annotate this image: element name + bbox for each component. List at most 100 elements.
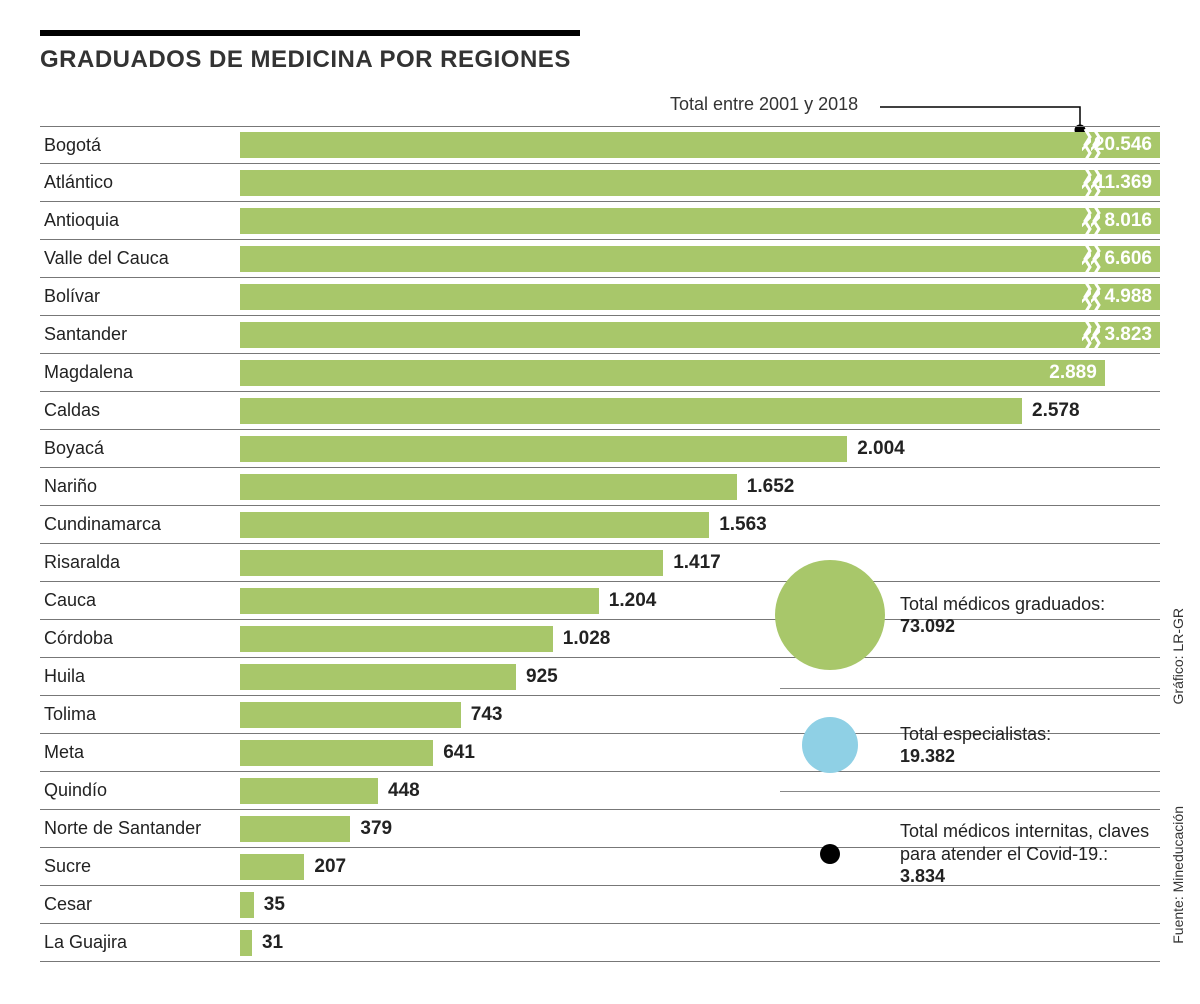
region-label: Cundinamarca [40,514,240,535]
bar: 379 [240,816,350,842]
legend-value: 3.834 [900,866,945,886]
bar: 1.563 [240,512,709,538]
legend-label: Total médicos graduados: [900,593,1105,616]
chart-row: Bolívar 4.988 [40,278,1160,316]
region-label: La Guajira [40,932,240,953]
region-label: Boyacá [40,438,240,459]
legend-item: Total médicos graduados:73.092 [780,560,1160,689]
break-mark-icon [1082,167,1102,199]
bar-area: 1.563 [240,506,1160,543]
credit-graphic: Gráfico: LR-GR [1170,608,1186,704]
region-label: Sucre [40,856,240,877]
bar: 1.652 [240,474,737,500]
region-label: Bogotá [40,135,240,156]
legend-item: Total especialistas:19.382 [780,717,1160,792]
break-mark-icon [1082,281,1102,313]
region-label: Córdoba [40,628,240,649]
bar-area: 8.016 [240,202,1160,239]
bar: 2.004 [240,436,847,462]
region-label: Meta [40,742,240,763]
bar-value: 2.889 [1049,362,1097,384]
bar: 448 [240,778,378,804]
bar: 207 [240,854,304,880]
region-label: Santander [40,324,240,345]
region-label: Caldas [40,400,240,421]
bar: 743 [240,702,461,728]
region-label: Bolívar [40,286,240,307]
chart-row: Cundinamarca1.563 [40,506,1160,544]
break-mark-icon [1082,205,1102,237]
bar-value: 3.823 [1104,324,1152,346]
bar: 6.606 [240,246,1160,272]
bar-value: 2.004 [857,438,905,460]
bar: 641 [240,740,433,766]
bar: 2.889 [240,360,1105,386]
bar: 925 [240,664,516,690]
bar: 1.028 [240,626,553,652]
region-label: Quindío [40,780,240,801]
region-label: Cauca [40,590,240,611]
bar-value: 448 [388,780,420,802]
bar-value: 31 [262,932,283,954]
bar: 31 [240,930,252,956]
region-label: Tolima [40,704,240,725]
chart-row: Caldas2.578 [40,392,1160,430]
bar-value: 1.652 [747,476,795,498]
bar-value: 8.016 [1104,210,1152,232]
annotation-label: Total entre 2001 y 2018 [670,94,858,115]
bar: 1.204 [240,588,599,614]
bar-value: 743 [471,704,503,726]
legend: Total médicos graduados:73.092 Total espe… [780,560,1160,934]
bar-value: 1.417 [673,552,721,574]
bar-area: 20.546 [240,127,1160,163]
bar: 20.546 [240,132,1160,158]
legend-text: Total médicos internitas, claves para at… [900,820,1160,888]
bar-value: 35 [264,894,285,916]
bar: 35 [240,892,254,918]
legend-text: Total médicos graduados:73.092 [900,593,1105,638]
break-mark-icon [1082,129,1102,161]
chart-title: GRADUADOS DE MEDICINA POR REGIONES [40,46,1160,74]
chart-row: Atlántico11.369 [40,164,1160,202]
legend-text: Total especialistas:19.382 [900,723,1051,768]
legend-value: 19.382 [900,746,955,766]
bar-value: 379 [360,818,392,840]
legend-bubble-icon [820,844,840,864]
break-mark-icon [1082,243,1102,275]
bar: 4.988 [240,284,1160,310]
annotation-area: Total entre 2001 y 2018 [40,92,1160,126]
bar-area: 11.369 [240,164,1160,201]
region-label: Atlántico [40,172,240,193]
bar-value: 641 [443,742,475,764]
chart-row: Boyacá2.004 [40,430,1160,468]
bar-value: 20.546 [1094,134,1152,156]
credit-source: Fuente: Mineducación [1170,806,1186,944]
bar-area: 6.606 [240,240,1160,277]
legend-bubble-icon [775,560,885,670]
bar-area: 2.004 [240,430,1160,467]
chart-row: Antioquia8.016 [40,202,1160,240]
break-mark-icon [1082,319,1102,351]
legend-label: Total médicos internitas, claves para at… [900,820,1160,865]
bar-area: 4.988 [240,278,1160,315]
region-label: Huila [40,666,240,687]
region-label: Risaralda [40,552,240,573]
region-label: Norte de Santander [40,818,240,839]
bar-value: 4.988 [1104,286,1152,308]
region-label: Valle del Cauca [40,248,240,269]
bar-value: 2.578 [1032,400,1080,422]
chart-row: Valle del Cauca6.606 [40,240,1160,278]
legend-bubble-icon [802,717,858,773]
bar-area: 1.652 [240,468,1160,505]
bar: 11.369 [240,170,1160,196]
region-label: Cesar [40,894,240,915]
region-label: Nariño [40,476,240,497]
bar: 1.417 [240,550,663,576]
chart-row: Santander 3.823 [40,316,1160,354]
chart-row: Magdalena2.889 [40,354,1160,392]
bar-value: 1.204 [609,590,657,612]
chart-row: Nariño1.652 [40,468,1160,506]
legend-value: 73.092 [900,616,955,636]
bar: 2.578 [240,398,1022,424]
chart-row: Bogotá 20.546 [40,126,1160,164]
